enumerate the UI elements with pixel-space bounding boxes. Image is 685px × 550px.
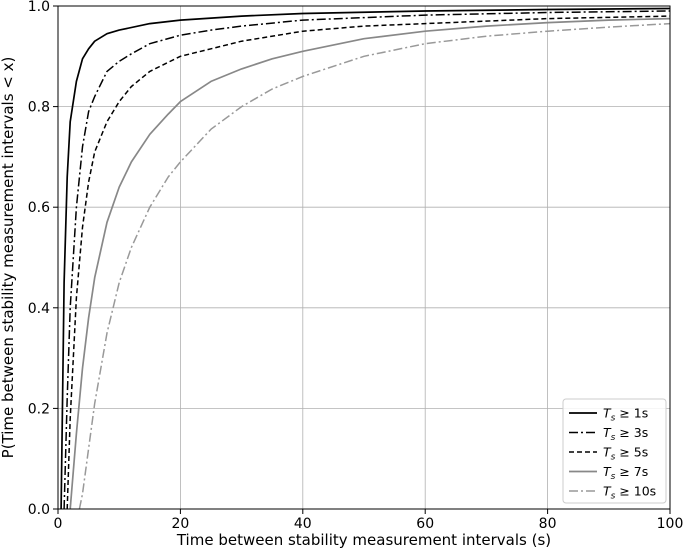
legend-box <box>562 398 667 504</box>
legend-label-5: Ts ≥ 10s <box>603 484 656 502</box>
plot-frame <box>57 5 671 510</box>
legend-label-2: Ts ≥ 3s <box>603 425 648 443</box>
x-tick-label: 80 <box>539 516 557 532</box>
y-tick-label: 0.0 <box>28 502 50 518</box>
x-axis-label: Time between stability measurement inter… <box>176 531 551 549</box>
x-tick-label: 0 <box>54 516 63 532</box>
y-tick-label: 0.6 <box>28 200 50 216</box>
series-line-3 <box>66 15 671 510</box>
x-tick-label: 60 <box>416 516 434 532</box>
series-line-4 <box>69 17 671 510</box>
legend-label-4: Ts ≥ 7s <box>603 464 648 482</box>
series-layer <box>60 7 671 510</box>
x-tick-label: 20 <box>171 516 189 532</box>
series-line-2 <box>63 10 671 510</box>
series-line-1 <box>60 7 671 510</box>
y-axis-label: P(Time between stability measurement int… <box>0 57 17 459</box>
legend-label-3: Ts ≥ 5s <box>603 445 648 463</box>
y-tick-label: 0.8 <box>28 100 50 116</box>
legend-label-1: Ts ≥ 1s <box>603 406 648 424</box>
x-tick-label: 100 <box>657 516 684 532</box>
y-tick-label: 0.2 <box>28 401 50 417</box>
x-tick-label: 40 <box>294 516 312 532</box>
ticks: 0 20 40 60 80 100 0.0 0.2 0.4 0.6 0.8 1.0 <box>28 0 684 532</box>
y-tick-label: 1.0 <box>28 0 50 15</box>
y-tick-label: 0.4 <box>28 301 50 317</box>
